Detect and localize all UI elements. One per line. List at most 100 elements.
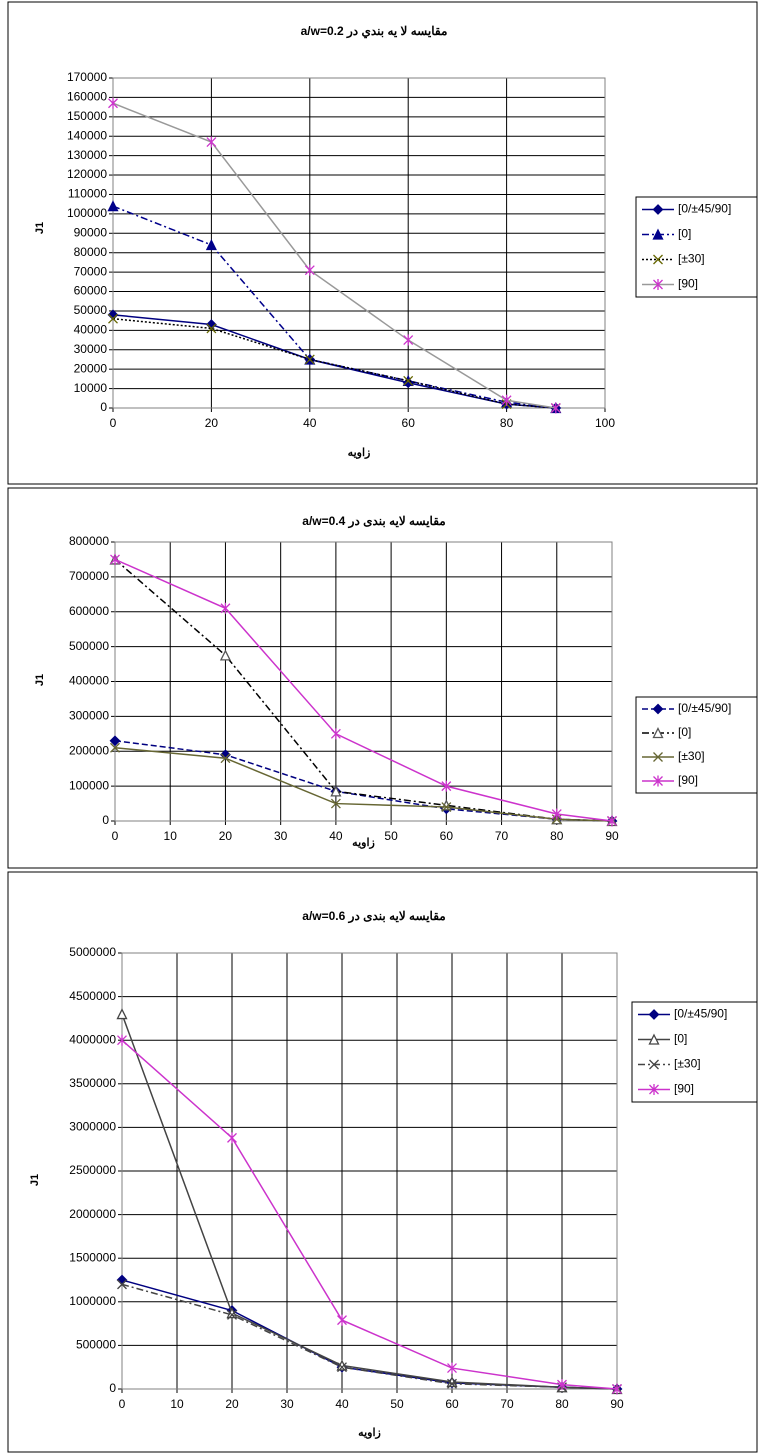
marker (107, 200, 119, 212)
x-tick-label: 70 (500, 1397, 514, 1411)
marker (117, 1034, 127, 1046)
x-axis-label: زاویه (348, 447, 371, 459)
y-tick-label: 100000 (67, 206, 107, 220)
marker (652, 727, 664, 739)
chart-title: مقایسه لایه بندی در a/w=0.4 (302, 514, 445, 529)
marker (649, 1059, 659, 1070)
legend-label: [0/±45/90] (674, 1007, 727, 1021)
legend-label: [±30] (678, 252, 705, 266)
marker (447, 1362, 457, 1374)
legend-label: [0/±45/90] (678, 202, 731, 216)
y-tick-label: 600000 (69, 604, 109, 618)
panel-border (7, 871, 758, 1453)
x-tick-label: 20 (225, 1397, 239, 1411)
series-line (121, 1039, 618, 1390)
marker (653, 752, 663, 762)
series-line (112, 205, 556, 409)
marker (441, 780, 452, 792)
y-tick-label: 40000 (74, 323, 108, 337)
y-tick-label: 4500000 (69, 989, 116, 1003)
y-tick-label: 130000 (67, 148, 107, 162)
y-tick-label: 120000 (67, 167, 107, 181)
y-axis-label: J1 (34, 674, 46, 686)
y-tick-label: 400000 (69, 674, 109, 688)
marker (205, 238, 217, 251)
y-tick-label: 5000000 (69, 945, 116, 959)
series-line (121, 1283, 618, 1390)
marker (330, 785, 342, 797)
y-tick-label: 170000 (67, 70, 107, 84)
marker (551, 808, 562, 820)
marker (110, 742, 120, 753)
x-tick-label: 20 (205, 416, 219, 430)
y-tick-label: 140000 (67, 128, 107, 142)
marker (337, 1314, 347, 1326)
marker (501, 394, 512, 406)
y-tick-label: 200000 (69, 743, 109, 757)
y-tick-label: 3500000 (69, 1076, 116, 1090)
x-tick-label: 0 (112, 829, 119, 843)
chart-title: مقایسه لایه بندی در a/w=0.6 (302, 909, 445, 924)
y-tick-label: 80000 (74, 245, 108, 259)
y-tick-label: 800000 (69, 534, 109, 548)
marker (220, 753, 231, 764)
y-tick-label: 1000000 (69, 1294, 116, 1308)
y-tick-label: 1500000 (69, 1250, 116, 1264)
y-tick-label: 100000 (69, 778, 109, 792)
marker (227, 1132, 237, 1144)
marker (337, 1362, 347, 1373)
series-line (112, 314, 556, 409)
y-tick-label: 60000 (74, 284, 108, 298)
marker (649, 1084, 659, 1095)
x-tick-label: 90 (605, 829, 619, 843)
x-tick-label: 20 (219, 829, 233, 843)
chart-title: مقایسه لا یه بندي در a/w=0.2 (301, 24, 448, 39)
marker (607, 815, 617, 827)
x-tick-label: 100 (595, 416, 615, 430)
x-tick-label: 60 (402, 416, 416, 430)
x-axis-label: زاویه (352, 837, 375, 849)
y-tick-label: 300000 (69, 709, 109, 723)
marker (117, 1279, 127, 1290)
x-axis-label: زاویه (358, 1427, 381, 1439)
y-tick-label: 500000 (69, 639, 109, 653)
x-tick-label: 10 (170, 1397, 184, 1411)
marker (652, 204, 664, 215)
marker (441, 802, 452, 813)
panel-border (7, 487, 758, 869)
marker (330, 798, 341, 809)
y-tick-label: 700000 (69, 569, 109, 583)
series-line (112, 102, 556, 409)
x-tick-label: 60 (440, 829, 454, 843)
x-tick-label: 80 (550, 829, 564, 843)
marker (652, 228, 664, 240)
y-tick-label: 110000 (68, 187, 107, 201)
x-tick-label: 30 (280, 1397, 294, 1411)
y-tick-label: 160000 (67, 90, 107, 104)
y-tick-label: 2500000 (69, 1163, 116, 1177)
marker (652, 703, 664, 715)
x-tick-label: 80 (555, 1397, 569, 1411)
marker (648, 1009, 660, 1020)
marker (219, 649, 231, 661)
marker (612, 1383, 622, 1395)
marker (550, 402, 561, 414)
plot-area (121, 952, 618, 1390)
marker (330, 728, 341, 740)
series-line (114, 558, 613, 822)
x-tick-label: 80 (500, 416, 514, 430)
marker (220, 749, 231, 761)
marker (304, 354, 315, 365)
x-tick-label: 40 (335, 1397, 349, 1411)
series-line (112, 317, 556, 409)
plot-area (114, 541, 613, 822)
marker (116, 1274, 128, 1286)
marker (206, 136, 217, 148)
x-tick-label: 70 (495, 829, 509, 843)
marker (653, 279, 663, 290)
legend-label: [0] (678, 227, 691, 241)
marker (653, 775, 663, 787)
x-tick-label: 10 (164, 829, 178, 843)
